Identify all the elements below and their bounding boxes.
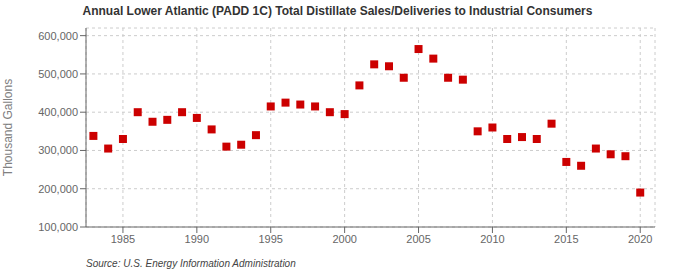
svg-text:500,000: 500,000 xyxy=(38,68,78,80)
svg-text:600,000: 600,000 xyxy=(38,30,78,42)
svg-text:2000: 2000 xyxy=(332,233,356,245)
svg-text:2005: 2005 xyxy=(406,233,430,245)
svg-text:1990: 1990 xyxy=(185,233,209,245)
svg-text:2020: 2020 xyxy=(628,233,652,245)
svg-text:1985: 1985 xyxy=(111,233,135,245)
html-text:Source: U.S. Energy Informatio: Source: U.S. Energy Information Administ… xyxy=(86,258,296,269)
html-text:Annual Lower Atlantic (PADD 1C: Annual Lower Atlantic (PADD 1C) Total Di… xyxy=(82,4,593,18)
svg-text:200,000: 200,000 xyxy=(38,183,78,195)
svg-text:Thousand Gallons: Thousand Gallons xyxy=(8,79,15,176)
svg-text:100,000: 100,000 xyxy=(38,221,78,233)
svg-text:1995: 1995 xyxy=(258,233,282,245)
svg-text:2010: 2010 xyxy=(480,233,504,245)
svg-text:300,000: 300,000 xyxy=(38,144,78,156)
svg-text:400,000: 400,000 xyxy=(38,106,78,118)
svg-text:2015: 2015 xyxy=(554,233,578,245)
